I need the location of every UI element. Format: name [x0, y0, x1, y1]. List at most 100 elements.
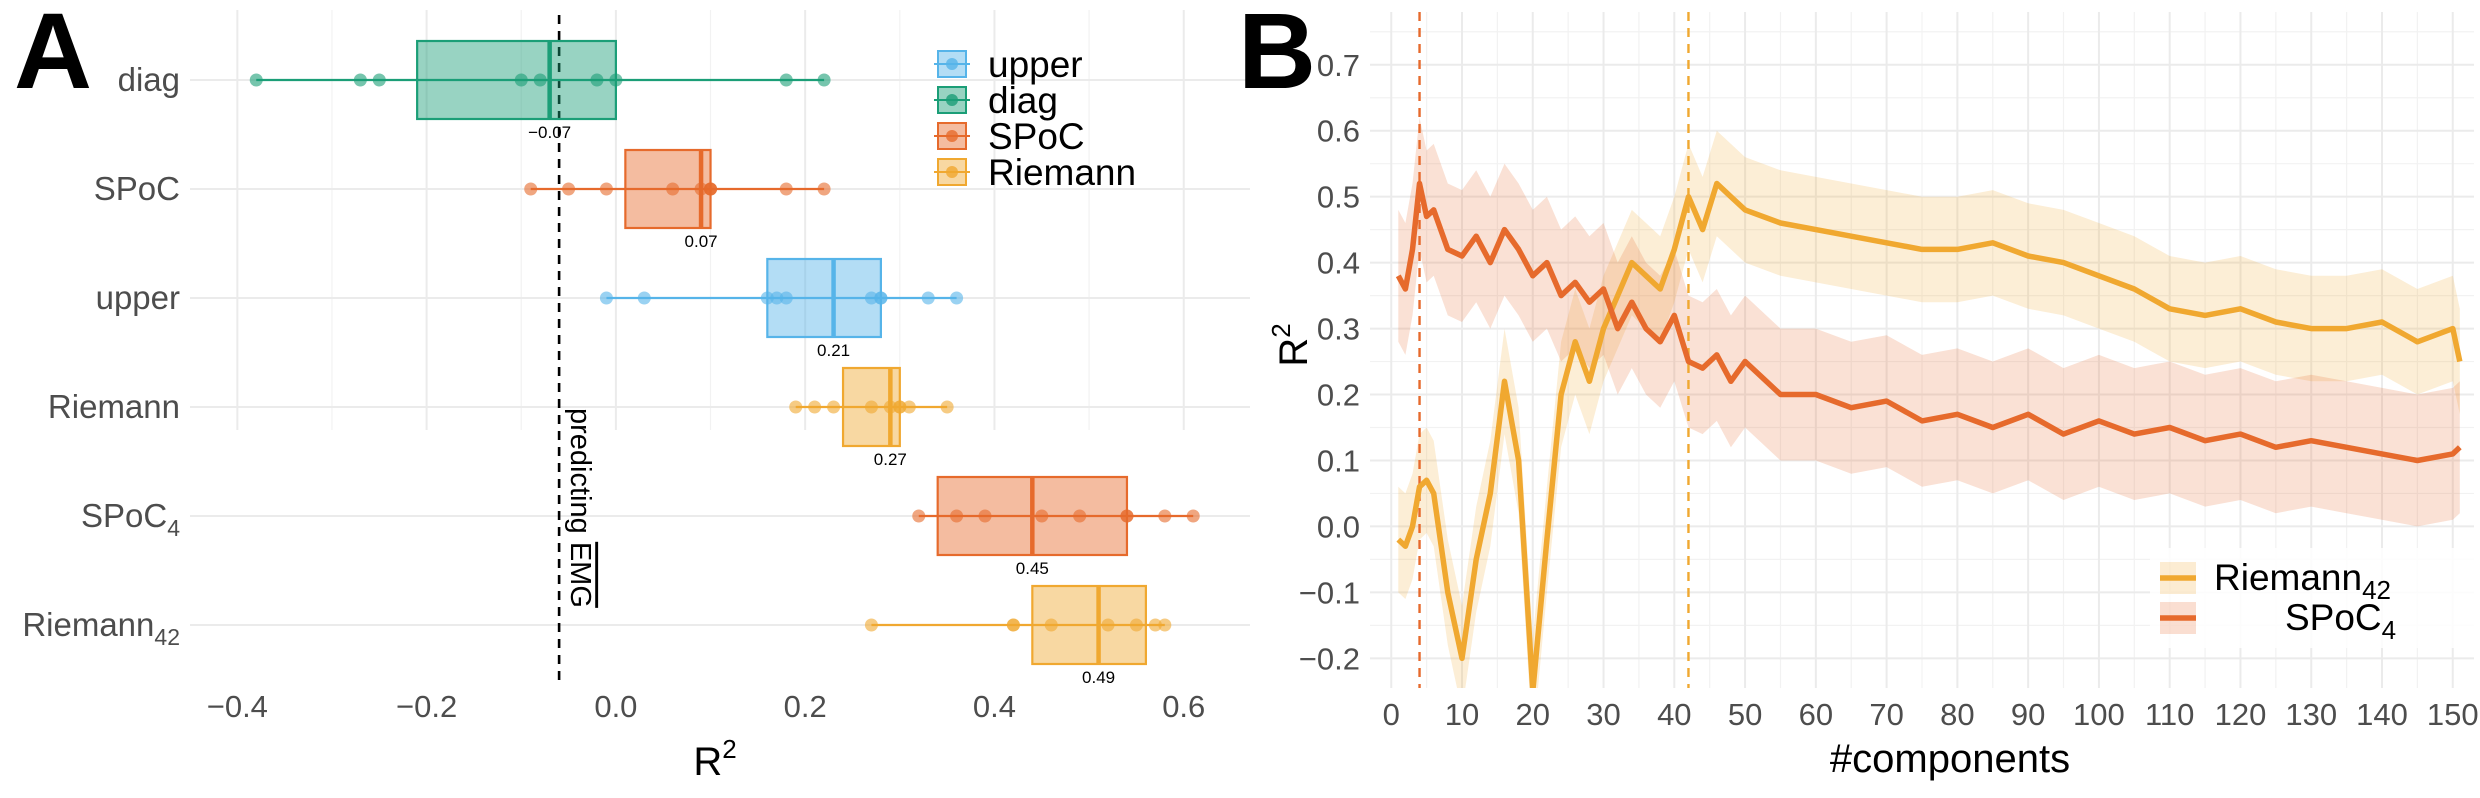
x-tick-label: −0.4	[207, 689, 268, 724]
legend-item-SPoC: SPoC4	[2160, 597, 2396, 645]
category-label-subscript: 4	[167, 515, 180, 541]
band-SPoC	[1398, 117, 2460, 527]
y-tick-label: 0.4	[1317, 246, 1360, 281]
panel-b-letter: B	[1238, 0, 1316, 111]
legend-label: SPoC4	[2285, 597, 2396, 645]
legend-label: SPoC	[988, 116, 1085, 157]
category-label: Riemann42	[22, 606, 180, 650]
median-label: 0.27	[874, 450, 907, 469]
legend-point	[946, 166, 958, 178]
category-label-text: SPoC	[94, 170, 180, 207]
x-tick-label: 100	[2073, 697, 2125, 732]
line-Riemann	[1396, 180, 2463, 688]
legend-label: upper	[988, 44, 1083, 85]
x-tick-label: 0.4	[973, 689, 1016, 724]
boxplot-Riemann: 0.27	[789, 366, 954, 469]
data-point	[562, 182, 576, 196]
data-point	[249, 73, 263, 87]
data-point	[666, 182, 680, 196]
category-label-text: Riemann	[22, 606, 154, 643]
panel-b-reference-lines	[1418, 12, 1690, 688]
legend-point	[946, 58, 958, 70]
x-tick-label: −0.2	[396, 689, 457, 724]
panel-b-x-axis-title: #components	[1830, 737, 2070, 781]
x-tick-label: 130	[2285, 697, 2337, 732]
data-point	[1129, 618, 1143, 632]
panel-a: A predicting EMG −0.07 0.07 0.21 0.27 0.45 0.…	[14, 0, 1250, 784]
data-point	[1035, 509, 1049, 523]
data-point	[770, 291, 784, 305]
category-label: SPoC	[94, 170, 180, 207]
category-label-text: upper	[96, 279, 180, 316]
data-point	[978, 509, 992, 523]
legend-label-subscript: 42	[2362, 575, 2391, 605]
data-point	[1006, 618, 1020, 632]
panel-b-y-tick-labels: −0.2 −0.1 0.0 0.1 0.2 0.3 0.4 0.5 0.6 0.7	[1299, 48, 1360, 677]
boxplot-SPoC4: 0.45	[912, 475, 1200, 578]
boxplot-diag: −0.07	[249, 39, 831, 142]
data-point	[694, 182, 708, 196]
data-point	[893, 400, 907, 414]
panel-b-confidence-bands	[1398, 117, 2460, 688]
data-point	[1101, 618, 1115, 632]
data-point	[940, 400, 954, 414]
data-point	[874, 291, 888, 305]
panel-b-y-axis-title: R2	[1266, 323, 1316, 366]
panel-b-x-tick-labels: 0 10 20 30 40 50 60 70 80 90 100 110 120 130 140 150	[1383, 697, 2479, 732]
x-tick-label: 10	[1445, 697, 1479, 732]
data-point	[704, 182, 718, 196]
reference-line-label-text: predicting	[564, 408, 596, 542]
category-label: SPoC4	[81, 497, 180, 541]
median-label: 0.49	[1082, 668, 1115, 687]
x-tick-label: 120	[2215, 697, 2267, 732]
category-label-text: diag	[118, 61, 180, 98]
legend-background	[2150, 548, 2480, 648]
category-label: Riemann	[48, 388, 180, 425]
data-point	[1186, 509, 1200, 523]
median-label: 0.21	[817, 341, 850, 360]
boxplot-upper: 0.21	[599, 257, 964, 360]
data-point	[864, 400, 878, 414]
x-tick-label: 150	[2427, 697, 2479, 732]
boxplot-SPoC: 0.07	[524, 148, 831, 251]
data-point	[883, 400, 897, 414]
line-SPoC	[1395, 180, 2462, 464]
legend-box	[937, 158, 967, 186]
band-Riemann	[1398, 130, 2460, 688]
panel-a-boxplots: −0.07 0.07 0.21 0.27 0.45 0.49	[249, 39, 1200, 687]
y-tick-label: 0.6	[1317, 114, 1360, 149]
category-label-subscript: 42	[154, 624, 180, 650]
panel-a-letter: A	[14, 0, 92, 111]
data-point	[599, 182, 613, 196]
data-point	[902, 400, 916, 414]
data-point	[779, 73, 793, 87]
x-tick-label: 70	[1869, 697, 1903, 732]
x-tick-label: 50	[1728, 697, 1762, 732]
legend-label: diag	[988, 80, 1058, 121]
panel-a-x-axis-title: R2	[693, 734, 736, 784]
boxplot-Riemann42: 0.49	[864, 584, 1172, 687]
y-tick-label: −0.1	[1299, 575, 1360, 610]
category-label: upper	[96, 279, 180, 316]
data-point	[779, 291, 793, 305]
median-label: 0.45	[1016, 559, 1049, 578]
legend-label-text: SPoC	[2285, 597, 2382, 638]
data-point	[921, 291, 935, 305]
x-tick-label: 40	[1657, 697, 1691, 732]
x-tick-label: 140	[2356, 697, 2408, 732]
data-point	[912, 509, 926, 523]
data-point	[950, 291, 964, 305]
data-point	[609, 73, 623, 87]
x-tick-label: 80	[1940, 697, 1974, 732]
data-point	[760, 291, 774, 305]
category-label: diag	[118, 61, 180, 98]
data-point	[864, 291, 878, 305]
x-tick-label: 60	[1799, 697, 1833, 732]
data-point	[817, 73, 831, 87]
data-point	[599, 291, 613, 305]
legend-label: Riemann42	[2214, 557, 2391, 605]
panel-a-reference-line: predicting EMG	[557, 15, 596, 683]
